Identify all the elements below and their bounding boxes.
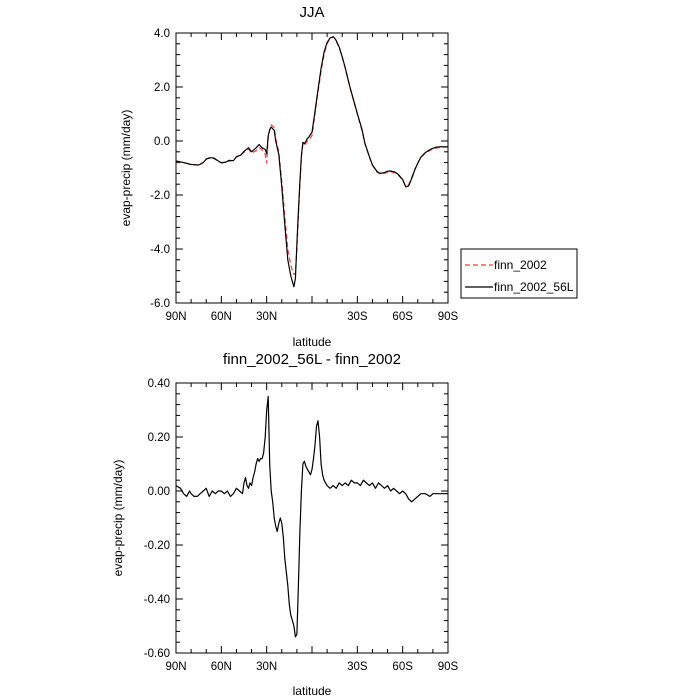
top-y-axis: -6.0 -4.0 -2.0 0.0 2.0 4.0 bbox=[150, 28, 448, 310]
bottom-panel: finn_2002_56L - finn_2002 90N 60N 30N 30S 60… bbox=[111, 351, 459, 698]
top-y-tick-label: -4.0 bbox=[150, 244, 170, 256]
top-series-line-finn-2002-56l bbox=[175, 36, 448, 288]
bottom-x-tick-label: 60S bbox=[392, 661, 413, 673]
top-x-tick-label: 90S bbox=[438, 311, 459, 323]
top-x-tick-label: 60N bbox=[211, 311, 232, 323]
top-x-tick-label: 60S bbox=[392, 311, 413, 323]
bottom-x-tick-label: 90S bbox=[438, 661, 459, 673]
bottom-x-tick-label: 30N bbox=[256, 661, 277, 673]
bottom-plot-frame bbox=[175, 382, 449, 654]
top-y-tick-label: -6.0 bbox=[150, 298, 170, 310]
top-series-group bbox=[175, 36, 448, 288]
legend: finn_2002 finn_2002_56L bbox=[460, 248, 578, 299]
top-y-tick-label: 2.0 bbox=[154, 82, 170, 94]
top-y-tick-label: 4.0 bbox=[154, 28, 170, 40]
bottom-y-axis: -0.60 -0.40 -0.20 0.00 0.20 0.40 bbox=[144, 378, 448, 660]
top-y-tick-label: 0.0 bbox=[154, 136, 170, 148]
bottom-x-tick-label: 60N bbox=[211, 661, 232, 673]
bottom-y-tick-label: 0.00 bbox=[148, 486, 170, 498]
top-plot-frame bbox=[175, 32, 449, 304]
bottom-y-tick-label: 0.20 bbox=[148, 432, 170, 444]
bottom-x-axis-label: latitude bbox=[293, 684, 332, 698]
top-x-axis-label: latitude bbox=[293, 335, 332, 349]
top-x-axis: 90N 60N 30N 30S 60S 90S bbox=[165, 33, 459, 323]
bottom-y-tick-label: -0.60 bbox=[144, 648, 170, 660]
bottom-y-tick-label: -0.40 bbox=[144, 594, 170, 606]
legend-entry-finn-2002: finn_2002 bbox=[494, 258, 547, 272]
bottom-y-axis-label: evap-precip (mm/day) bbox=[111, 460, 125, 577]
bottom-y-tick-label: 0.40 bbox=[148, 378, 170, 390]
top-chart-title: JJA bbox=[299, 4, 324, 21]
bottom-y-tick-label: -0.20 bbox=[144, 540, 170, 552]
top-x-tick-label: 30S bbox=[347, 311, 368, 323]
legend-box bbox=[460, 248, 578, 299]
bottom-chart-title: finn_2002_56L - finn_2002 bbox=[223, 351, 401, 368]
top-y-axis-label: evap-precip (mm/day) bbox=[119, 110, 133, 227]
top-x-tick-label: 30N bbox=[256, 311, 277, 323]
bottom-x-tick-label: 90N bbox=[165, 661, 186, 673]
top-y-tick-label: -2.0 bbox=[150, 190, 170, 202]
bottom-series-line-0 bbox=[175, 395, 448, 638]
legend-entry-finn-2002-56l: finn_2002_56L bbox=[494, 280, 574, 294]
top-series-line-finn-2002 bbox=[175, 36, 448, 276]
top-panel: JJA 90N 60N 30N 30S 60S 90S -6.0 -4.0 -2.0 0.0 2.… bbox=[119, 4, 578, 349]
bottom-x-tick-label: 30S bbox=[347, 661, 368, 673]
top-x-tick-label: 90N bbox=[165, 311, 186, 323]
bottom-series-group bbox=[175, 395, 448, 638]
bottom-x-axis: 90N 60N 30N 30S 60S 90S bbox=[165, 383, 459, 673]
